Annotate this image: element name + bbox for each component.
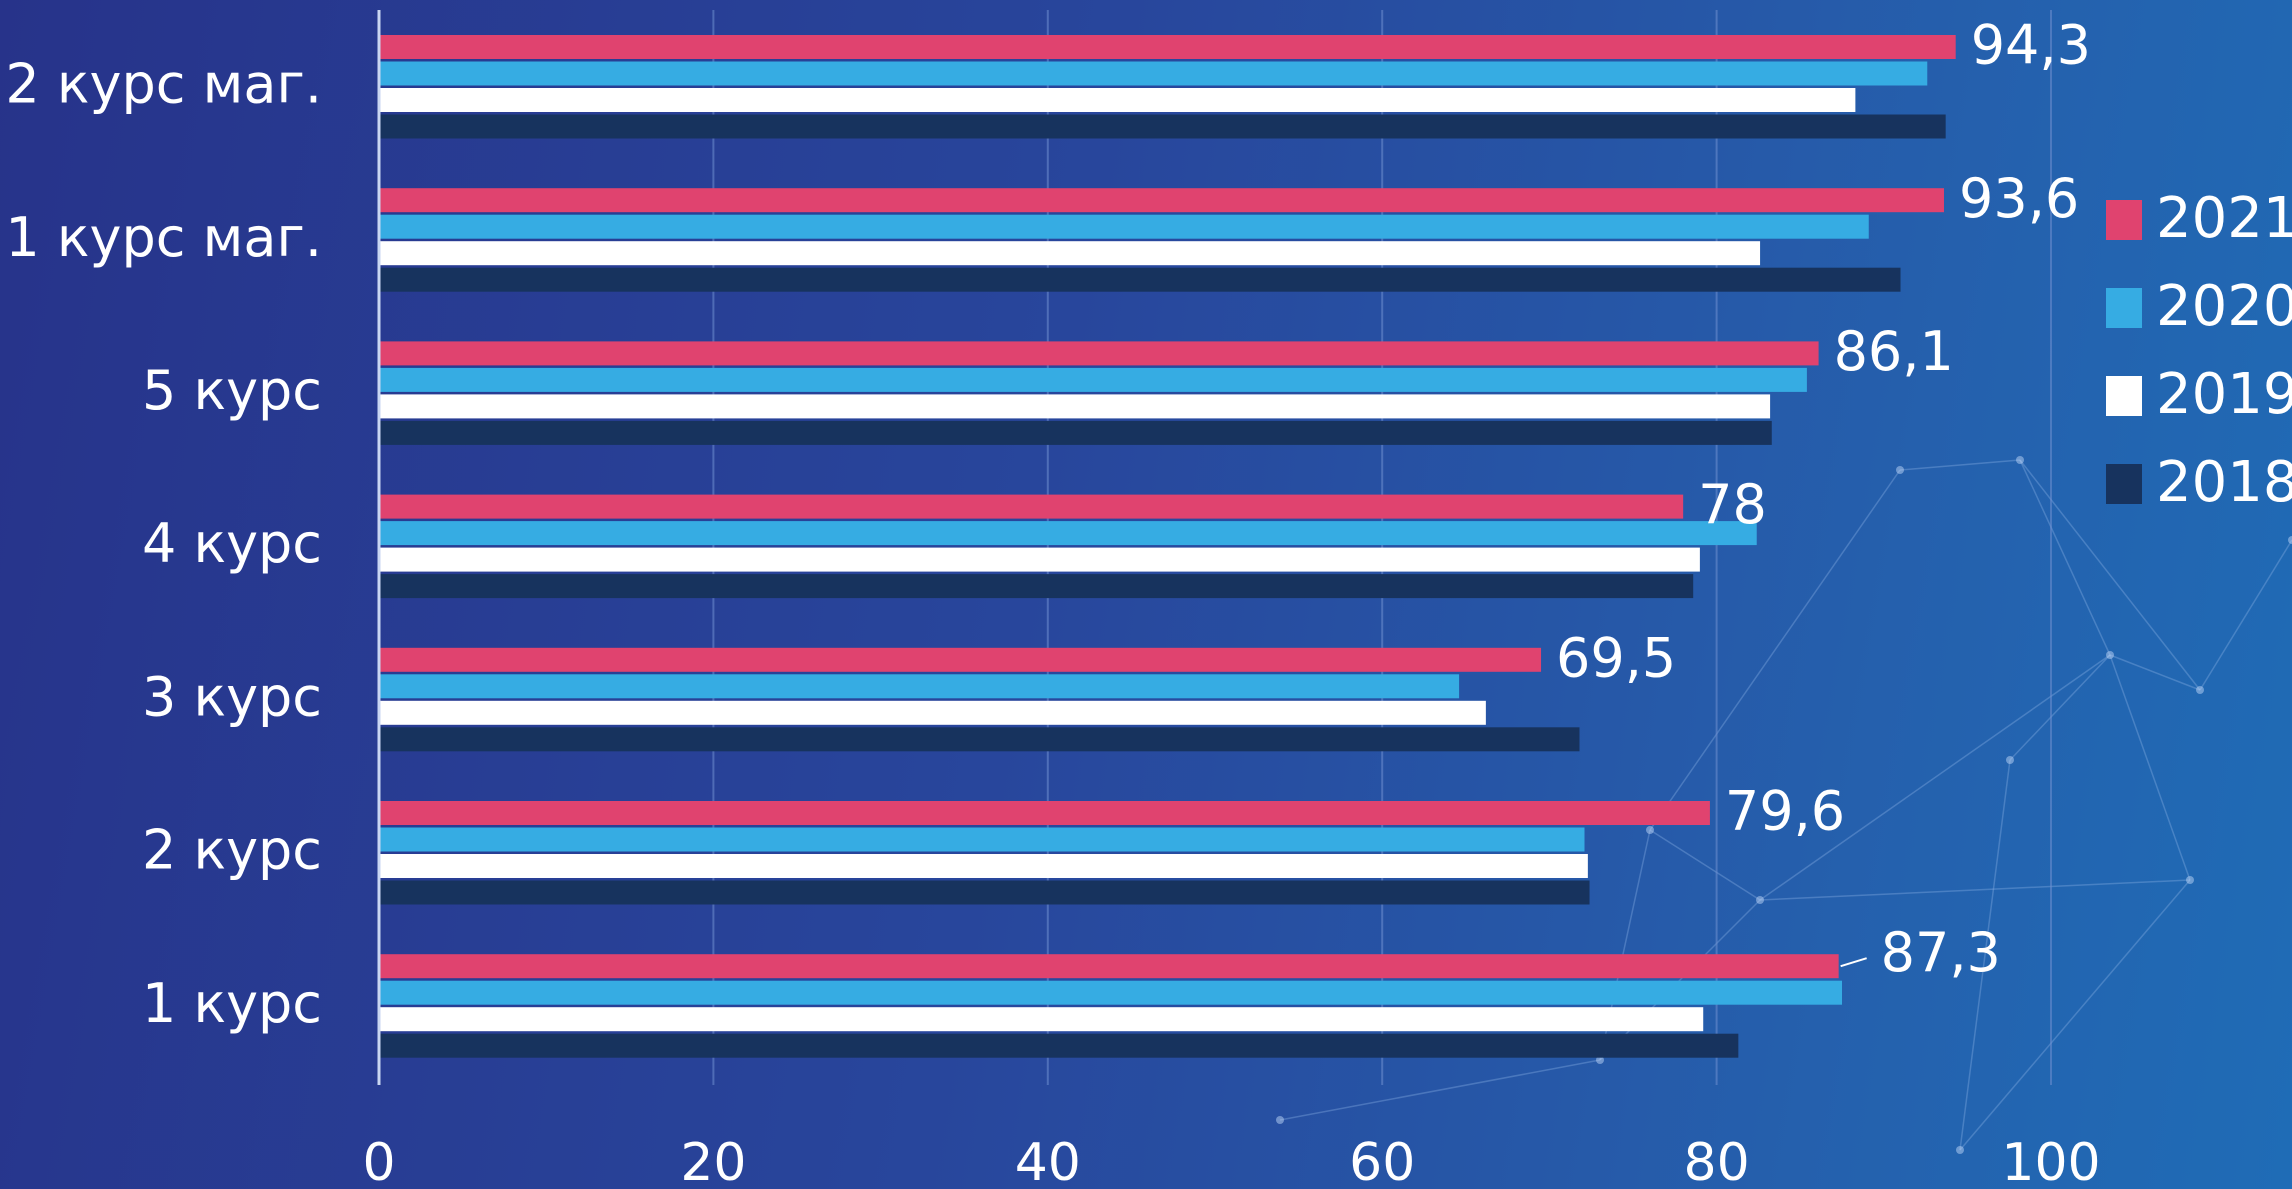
category-label: 2 курс маг. [5,53,322,116]
bar-2020 [379,521,1757,545]
legend-label: 2018 [2156,450,2292,515]
data-label: 69,5 [1556,626,1676,689]
network-line [2110,655,2190,880]
bar-2018 [379,727,1579,751]
x-tick-labels: 0 20 40 60 80 100 [362,1133,2100,1189]
network-line [1900,460,2020,470]
bar-2021 [379,648,1541,672]
network-node [2196,686,2204,694]
x-tick-label: 20 [680,1133,746,1189]
bar-2020 [379,674,1459,698]
network-node [1646,826,1654,834]
network-node [1896,466,1904,474]
bar-2019 [379,88,1855,112]
category-label: 1 курс маг. [5,206,322,269]
network-line [1280,1060,1600,1120]
bar-2021 [379,35,1956,59]
bar-2018 [379,881,1590,905]
data-label: 87,3 [1881,921,2001,984]
network-node [1276,1116,1284,1124]
legend-swatch-2018 [2106,464,2142,504]
legend-swatch-2021 [2106,200,2142,240]
bar-2020 [379,368,1807,392]
network-line [2010,655,2110,760]
bar-2018 [379,268,1901,292]
x-tick-label: 100 [2001,1133,2100,1189]
bar-2019 [379,241,1760,265]
data-label: 86,1 [1834,320,1954,383]
data-label: 94,3 [1971,14,2091,77]
network-line [1760,880,2190,900]
data-label: 78 [1698,473,1767,536]
network-node [1956,1146,1964,1154]
network-line [1760,655,2110,900]
network-node [2016,456,2024,464]
network-line [2200,540,2292,690]
category-label: 2 курс [142,819,322,882]
legend-label: 2019 [2156,362,2292,427]
category-label: 5 курс [142,359,322,422]
data-label: 93,6 [1959,167,2079,230]
bar-2020 [379,215,1869,239]
bar-2020 [379,981,1842,1005]
bar-2020 [379,62,1927,86]
legend-label: 2020 [2156,274,2292,339]
bar-2021 [379,341,1819,365]
x-tick-label: 80 [1684,1133,1750,1189]
network-node [2186,876,2194,884]
x-tick-label: 0 [362,1133,395,1189]
x-tick-label: 60 [1349,1133,1415,1189]
bar-2018 [379,115,1946,139]
bar-2019 [379,854,1588,878]
legend-swatch-2020 [2106,288,2142,328]
network-node [2106,651,2114,659]
bar-2019 [379,394,1770,418]
bar-2021 [379,954,1839,978]
category-label: 4 курс [142,512,322,575]
bar-2021 [379,188,1944,212]
category-label: 3 курс [142,665,322,728]
bar-2019 [379,548,1700,572]
bar-2018 [379,421,1772,445]
bar-2020 [379,828,1585,852]
network-node [2006,756,2014,764]
legend: 2021 2020 2019 2018 [2106,186,2292,515]
bar-2019 [379,701,1486,725]
bar-2021 [379,495,1683,519]
bar-2018 [379,574,1693,598]
data-label: 79,6 [1725,780,1845,843]
x-tick-label: 40 [1015,1133,1081,1189]
network-node [1756,896,1764,904]
category-labels: 2 курс маг. 1 курс маг. 5 курс 4 курс 3 курс… [5,53,322,1035]
bar-2019 [379,1007,1703,1031]
legend-swatch-2019 [2106,376,2142,416]
category-label: 1 курс [142,972,322,1035]
data-label-leader [1841,958,1867,966]
gridlines [713,10,2051,1085]
bar-2021 [379,801,1710,825]
bars [379,35,1956,1058]
legend-label: 2021 [2156,186,2292,251]
network-node [2288,536,2292,544]
bar-2018 [379,1034,1738,1058]
